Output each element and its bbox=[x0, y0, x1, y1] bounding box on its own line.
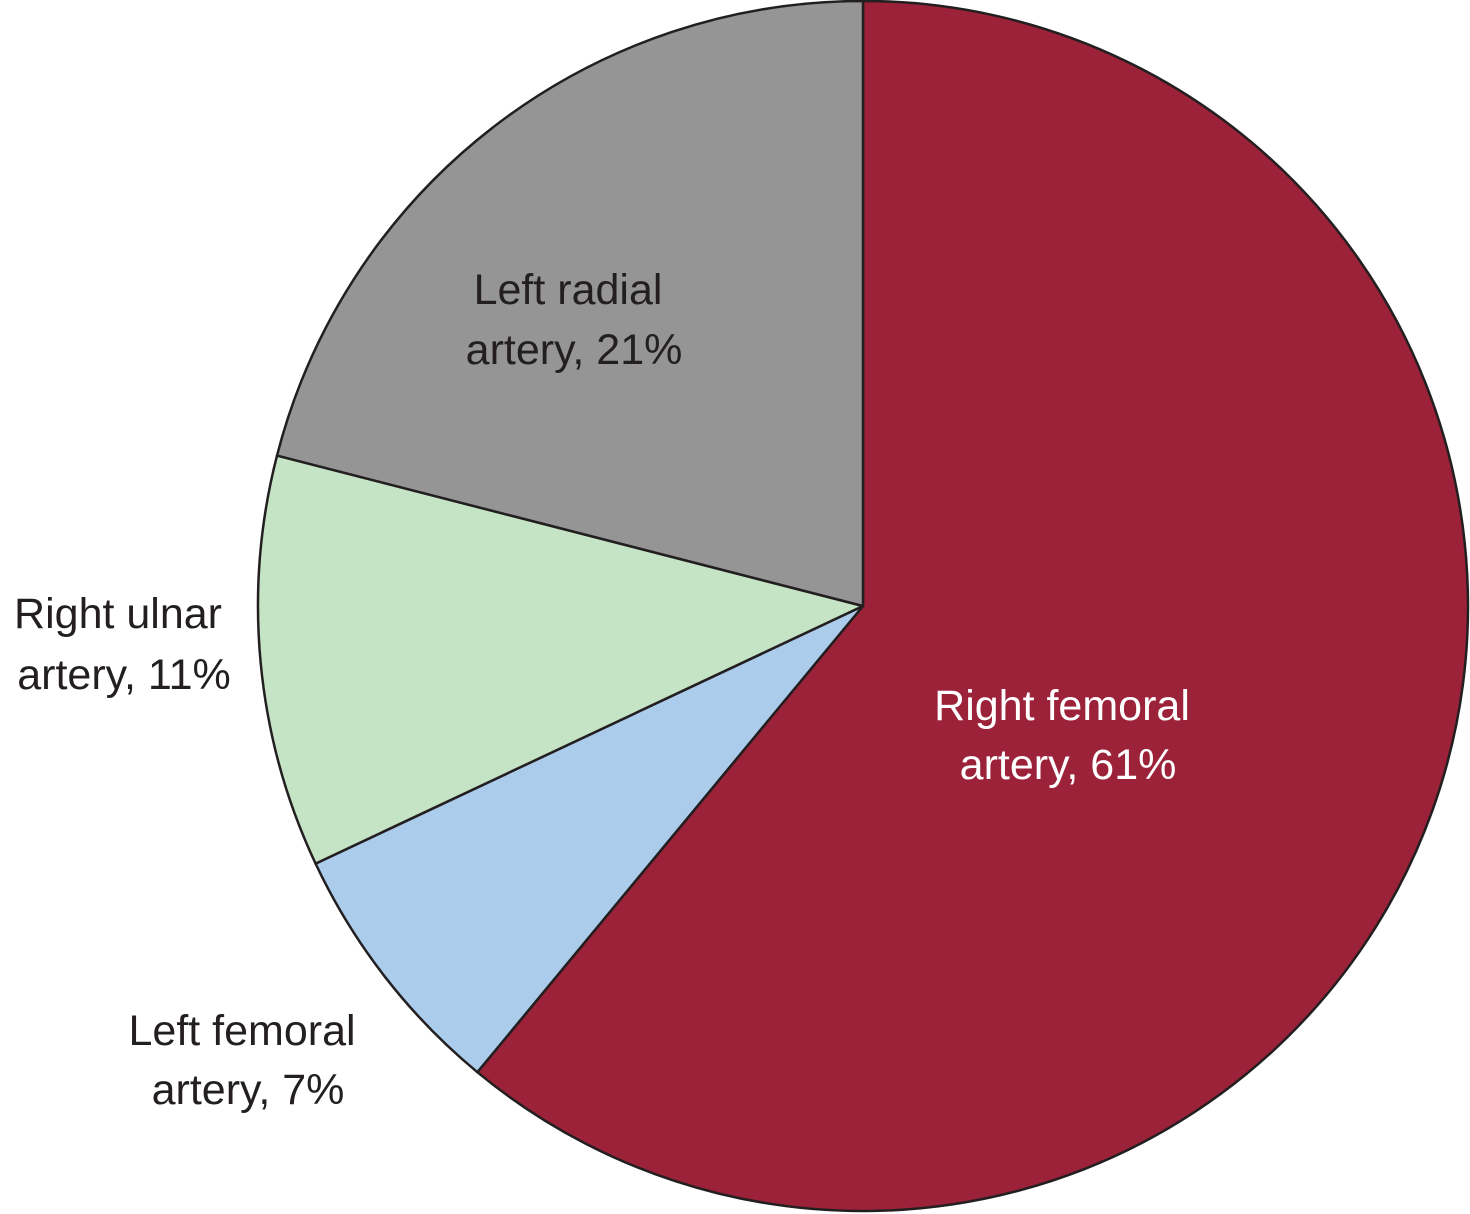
slice-left-femoral bbox=[314, 604, 865, 1074]
label-right-ulnar-line2: artery, 11% bbox=[17, 651, 231, 699]
pie-slices bbox=[256, 0, 1470, 1213]
label-left-radial: Left radial artery, 21% bbox=[466, 266, 683, 374]
label-left-radial-line2: artery, 21% bbox=[466, 326, 683, 374]
slice-left-radial bbox=[275, 0, 865, 608]
slice-right-ulnar bbox=[256, 454, 865, 865]
label-right-ulnar: Right ulnar artery, 11% bbox=[14, 590, 234, 699]
label-right-femoral-line1: Right femoral bbox=[934, 682, 1190, 730]
label-right-femoral: Right femoral artery, 61% bbox=[934, 682, 1202, 789]
pie-labels: Right femoral artery, 61% Left femoral a… bbox=[14, 266, 1202, 1114]
slice-right-femoral bbox=[476, 0, 1470, 1213]
label-left-femoral: Left femoral artery, 7% bbox=[128, 1007, 367, 1114]
label-left-femoral-line2: artery, 7% bbox=[152, 1066, 345, 1114]
label-right-ulnar-line1: Right ulnar bbox=[14, 590, 222, 638]
label-left-femoral-line1: Left femoral bbox=[128, 1007, 355, 1055]
label-right-femoral-line2: artery, 61% bbox=[960, 741, 1177, 789]
label-left-radial-line1: Left radial bbox=[474, 266, 663, 314]
